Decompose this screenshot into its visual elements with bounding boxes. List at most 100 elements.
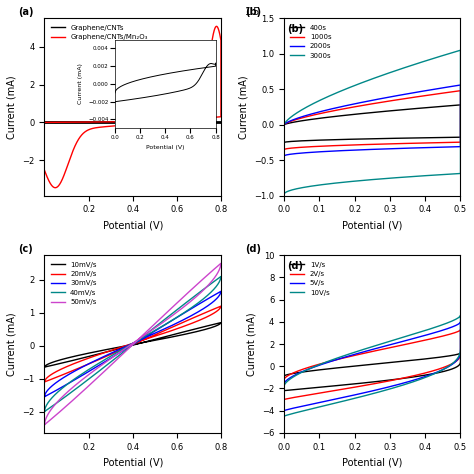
Y-axis label: Current (mA): Current (mA) [238,75,249,139]
30mV/s [117,350,122,356]
400s [292,138,297,144]
3000s [281,191,287,197]
2V/s [458,327,464,332]
Text: (d): (d) [288,261,303,271]
3000s [356,178,362,183]
2V/s [281,377,287,383]
5V/s [292,405,297,411]
40mV/s [52,401,57,407]
Text: (a): (a) [18,7,34,17]
50mV/s [42,422,47,428]
2000s [281,122,287,128]
1000s [299,115,305,121]
3000s [292,186,297,192]
50mV/s [204,284,210,290]
2000s [356,147,362,153]
2V/s [453,329,458,335]
20mV/s [218,303,224,309]
40mV/s [117,352,122,358]
10mV/s [60,356,65,362]
400s [281,122,287,128]
Line: 2000s: 2000s [284,85,461,156]
2V/s [292,394,297,400]
2V/s [292,394,297,400]
X-axis label: Potential (V): Potential (V) [102,457,163,467]
3000s [299,107,305,112]
Line: 1V/s: 1V/s [284,353,461,391]
Legend: 1V/s, 2V/s, 5V/s, 10V/s: 1V/s, 2V/s, 5V/s, 10V/s [288,259,332,299]
Legend: 400s, 1000s, 2000s, 3000s: 400s, 1000s, 2000s, 3000s [288,22,334,62]
10V/s [444,320,449,326]
5V/s [299,369,305,374]
2V/s [281,397,287,402]
1V/s [281,373,287,379]
1000s [444,90,449,95]
1V/s [292,387,297,392]
2000s [292,151,297,156]
20mV/s [52,375,57,381]
Line: 30mV/s: 30mV/s [45,292,221,397]
X-axis label: Potential (V): Potential (V) [342,457,402,467]
10mV/s [213,323,219,329]
400s [292,138,297,144]
5V/s [444,326,449,332]
40mV/s [42,409,47,414]
Line: 5V/s: 5V/s [284,322,461,410]
30mV/s [213,296,219,302]
1V/s [281,388,287,393]
2000s [299,114,305,119]
40mV/s [60,385,65,391]
40mV/s [218,273,224,279]
400s [299,118,305,124]
1V/s [299,369,305,375]
10mV/s [42,364,47,370]
30mV/s [52,388,57,394]
1000s [453,89,458,94]
Line: 3000s: 3000s [284,50,461,194]
2000s [444,84,449,90]
1V/s [292,387,297,392]
X-axis label: Potential (V): Potential (V) [102,220,163,230]
Text: (c): (c) [18,244,33,254]
3000s [292,187,297,192]
30mV/s [52,388,57,394]
5V/s [281,408,287,413]
3000s [458,47,464,53]
1000s [292,145,297,151]
10V/s [458,312,464,318]
20mV/s [42,379,47,385]
Legend: 10mV/s, 20mV/s, 30mV/s, 40mV/s, 50mV/s: 10mV/s, 20mV/s, 30mV/s, 40mV/s, 50mV/s [48,259,100,308]
2000s [281,153,287,159]
50mV/s [52,413,57,419]
400s [356,136,362,142]
10V/s [292,410,297,416]
30mV/s [60,375,65,381]
Line: 20mV/s: 20mV/s [45,306,221,382]
10mV/s [218,320,224,326]
1000s [292,145,297,151]
10V/s [281,413,287,419]
Line: 1000s: 1000s [284,91,461,150]
20mV/s [213,309,219,315]
5V/s [292,405,297,411]
Line: 10V/s: 10V/s [284,315,461,416]
1V/s [453,352,458,357]
Text: (b): (b) [245,7,261,17]
Text: 1.5: 1.5 [245,7,261,17]
2000s [458,82,464,88]
X-axis label: Potential (V): Potential (V) [342,220,402,230]
20mV/s [42,379,47,385]
1V/s [458,350,464,356]
Text: (b): (b) [288,24,304,34]
Line: 40mV/s: 40mV/s [45,276,221,411]
Legend: Graphene/CNTs, Graphene/CNTs/Mn₂O₃: Graphene/CNTs, Graphene/CNTs/Mn₂O₃ [48,22,150,43]
40mV/s [42,409,47,414]
50mV/s [60,394,65,400]
10mV/s [42,364,47,370]
400s [281,140,287,146]
10V/s [453,317,458,322]
10mV/s [52,362,57,368]
40mV/s [52,401,57,407]
1V/s [444,354,449,359]
10mV/s [117,346,122,352]
